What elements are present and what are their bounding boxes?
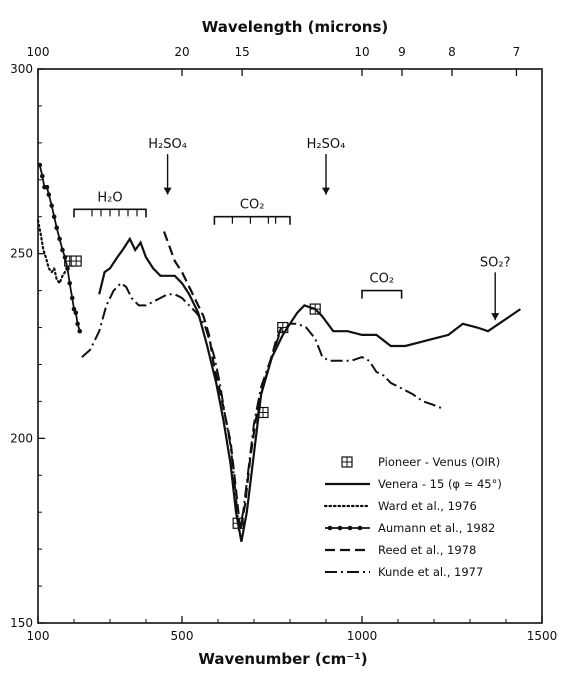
series-dash-dot bbox=[81, 281, 444, 531]
series-point bbox=[73, 310, 79, 316]
annotation-co2-1: CO₂ bbox=[213, 198, 291, 225]
x-tick-label: 500 bbox=[171, 629, 194, 643]
x-tick-label: 1000 bbox=[347, 629, 378, 643]
legend-swatch bbox=[341, 456, 353, 468]
y-tick-label: 250 bbox=[10, 247, 33, 261]
series-line-dot-solid bbox=[38, 164, 81, 332]
annotation-h2so4-1: H₂SO₄ bbox=[148, 137, 187, 195]
legend-label: Pioneer - Venus (OIR) bbox=[378, 455, 500, 469]
annotation-so2: SO₂? bbox=[480, 255, 511, 321]
series-solid bbox=[98, 236, 522, 542]
series-point bbox=[54, 225, 60, 231]
bracket-line bbox=[361, 289, 403, 299]
series-line-solid bbox=[98, 236, 522, 542]
series-point bbox=[40, 173, 45, 179]
series-point bbox=[75, 321, 80, 327]
pioneer-venus-point bbox=[70, 255, 82, 267]
series-line-dash-dot bbox=[81, 281, 444, 531]
annotation-h2o-1: H₂O bbox=[73, 190, 147, 218]
annotation-label: H₂SO₄ bbox=[307, 137, 346, 152]
plot-area-border bbox=[37, 68, 543, 624]
series-dot-solid bbox=[37, 162, 83, 334]
series-dotted bbox=[36, 219, 69, 286]
legend-dot bbox=[357, 525, 363, 531]
top-tick-label: 7 bbox=[513, 45, 521, 59]
legend-dot bbox=[347, 525, 353, 531]
legend-label: Ward et al., 1976 bbox=[378, 499, 477, 513]
series-point bbox=[77, 328, 83, 334]
top-tick-label: 15 bbox=[234, 45, 249, 59]
legend-dot bbox=[327, 525, 333, 531]
annotation-label: CO₂ bbox=[370, 272, 395, 287]
legend-label: Aumann et al., 1982 bbox=[378, 521, 495, 535]
annotation-co2-2: CO₂ bbox=[361, 272, 403, 299]
series-point bbox=[46, 192, 52, 197]
legend-item: Kunde et al., 1977 bbox=[325, 565, 483, 579]
legend-item: Aumann et al., 1982 bbox=[325, 521, 495, 535]
y-tick-label: 150 bbox=[10, 616, 33, 630]
top-tick-label: 100 bbox=[27, 45, 50, 59]
series-point bbox=[57, 236, 62, 242]
series-layer bbox=[36, 162, 522, 542]
series-point bbox=[69, 295, 75, 301]
series-point bbox=[65, 266, 70, 271]
top-axis-title: Wavelength (microns) bbox=[202, 18, 389, 36]
y-tick-label: 200 bbox=[10, 431, 33, 445]
top-tick-label: 20 bbox=[174, 45, 189, 59]
series-point bbox=[62, 255, 68, 260]
series-point bbox=[67, 280, 72, 286]
top-tick-label: 10 bbox=[354, 45, 369, 59]
legend-item: Venera - 15 (φ ≃ 45°) bbox=[325, 477, 502, 491]
annotation-h2so4-2: H₂SO₄ bbox=[307, 137, 346, 195]
series-point bbox=[51, 214, 57, 220]
annotation-label: H₂SO₄ bbox=[148, 137, 187, 152]
legend-item: Pioneer - Venus (OIR) bbox=[341, 455, 500, 469]
series-pioneer-venus bbox=[64, 255, 321, 529]
series-line-dotted bbox=[36, 219, 69, 286]
annotation-label: H₂O bbox=[97, 190, 122, 205]
legend-dot bbox=[337, 525, 343, 531]
arrow-head bbox=[491, 313, 500, 321]
axis-ticks: 100 500 1000 1500 150 200 250 300 100 20 15 10 9 8 7 bbox=[10, 45, 557, 643]
bracket-line bbox=[213, 215, 291, 225]
legend-item: Ward et al., 1976 bbox=[323, 499, 477, 513]
arrow-head bbox=[163, 187, 172, 195]
legend-label: Reed et al., 1978 bbox=[378, 543, 476, 557]
annotation-label: SO₂? bbox=[480, 255, 511, 270]
x-axis-title: Wavenumber (cm⁻¹) bbox=[198, 650, 367, 668]
series-point bbox=[71, 306, 77, 312]
x-tick-label: 1500 bbox=[527, 629, 558, 643]
y-tick-label: 300 bbox=[10, 62, 33, 76]
legend-label: Venera - 15 (φ ≃ 45°) bbox=[378, 477, 502, 491]
annotation-layer: H₂O CO₂ CO₂ H₂SO₄ H₂SO₄ SO₂? bbox=[73, 137, 511, 321]
top-tick-label: 9 bbox=[398, 45, 406, 59]
series-point bbox=[49, 203, 54, 208]
series-point bbox=[37, 162, 43, 168]
top-tick-label: 8 bbox=[448, 45, 456, 59]
legend: Pioneer - Venus (OIR) Venera - 15 (φ ≃ 45… bbox=[323, 455, 502, 579]
plot-frame bbox=[37, 68, 543, 624]
x-tick-label: 100 bbox=[27, 629, 50, 643]
arrow-head bbox=[322, 187, 330, 195]
annotation-label: CO₂ bbox=[240, 198, 265, 213]
series-point bbox=[60, 247, 65, 253]
series-point bbox=[44, 184, 50, 190]
legend-label: Kunde et al., 1977 bbox=[378, 565, 483, 579]
legend-item: Reed et al., 1978 bbox=[325, 543, 476, 557]
